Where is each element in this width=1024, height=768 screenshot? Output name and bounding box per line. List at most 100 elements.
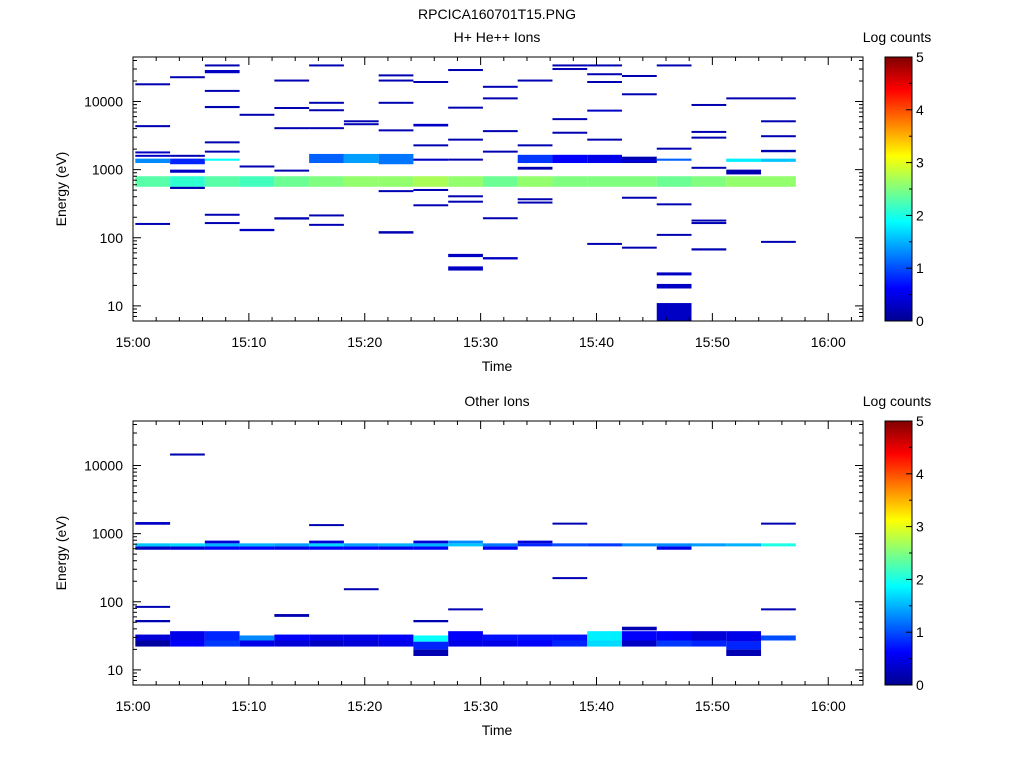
heatmap-cell bbox=[135, 634, 171, 641]
heatmap-cell bbox=[621, 176, 657, 187]
heatmap-cell bbox=[691, 222, 727, 225]
heatmap-cell bbox=[378, 176, 414, 187]
heatmap-cell bbox=[621, 543, 657, 547]
heatmap-cell bbox=[135, 546, 171, 550]
heatmap-cell bbox=[656, 631, 692, 641]
heatmap-cell bbox=[482, 97, 518, 100]
x-tick-label: 15:30 bbox=[463, 334, 498, 350]
heatmap-cell bbox=[239, 113, 275, 116]
colorbar-tick-label: 0 bbox=[916, 313, 924, 329]
heatmap-cell bbox=[587, 73, 622, 76]
heatmap-cell bbox=[413, 546, 449, 550]
heatmap-cell bbox=[726, 176, 762, 187]
heatmap-cell bbox=[482, 634, 518, 641]
heatmap-cell bbox=[204, 213, 240, 216]
colorbar-tick-label: 3 bbox=[916, 519, 924, 535]
heatmap-cell bbox=[135, 522, 171, 525]
heatmap-cell bbox=[309, 109, 344, 112]
heatmap-cell bbox=[761, 135, 796, 138]
heatmap-cell bbox=[656, 543, 692, 547]
colorbar-tick-label: 2 bbox=[916, 571, 924, 587]
colorbar: 0 1 2 3 4 5 bbox=[884, 413, 924, 693]
heatmap-cell bbox=[517, 166, 553, 170]
heatmap-cell bbox=[309, 176, 344, 187]
heatmap-cell bbox=[309, 223, 344, 226]
heatmap-cell bbox=[552, 64, 588, 67]
heatmap-cell bbox=[204, 69, 240, 74]
x-tick-label: 15:50 bbox=[695, 334, 730, 350]
heatmap-cell bbox=[517, 540, 553, 544]
heatmap-cell bbox=[448, 176, 483, 187]
heatmap-cell bbox=[552, 522, 588, 525]
heatmap-cell bbox=[204, 158, 240, 161]
heatmap-cell bbox=[170, 169, 205, 173]
heatmap-cell bbox=[517, 198, 553, 201]
heatmap-cell bbox=[378, 101, 414, 104]
heatmap-cell bbox=[378, 634, 414, 641]
heatmap-cell bbox=[135, 605, 171, 608]
colorbar-label: Log counts bbox=[863, 393, 932, 409]
heatmap-cell bbox=[482, 546, 518, 550]
heatmap-cell bbox=[204, 150, 240, 153]
axes: 15:00 15:10 15:20 15:30 15:40 15:50 16:00 10 100… bbox=[84, 420, 864, 714]
heatmap-cell bbox=[343, 153, 379, 164]
heatmap-cell bbox=[413, 635, 449, 642]
heatmap-cell bbox=[552, 543, 588, 547]
heatmap-cell bbox=[274, 614, 310, 617]
x-tick-label: 15:50 bbox=[695, 698, 730, 714]
heatmap-cell bbox=[726, 543, 762, 547]
heatmap-cell bbox=[761, 120, 796, 123]
heatmap-cell bbox=[691, 631, 727, 641]
colorbar-tick-label: 5 bbox=[916, 49, 924, 65]
heatmap-cell bbox=[621, 196, 657, 199]
heatmap-cell bbox=[274, 169, 310, 172]
heatmap-cell bbox=[170, 631, 205, 641]
heatmap-cell bbox=[761, 149, 796, 153]
colorbar-tick-label: 0 bbox=[916, 677, 924, 693]
colorbar-tick-label: 5 bbox=[916, 413, 924, 429]
heatmap-cell bbox=[170, 186, 205, 189]
heatmap-cell bbox=[761, 543, 796, 547]
heatmap-cell bbox=[587, 64, 622, 67]
heatmap-cell bbox=[726, 631, 762, 642]
heatmap-cells bbox=[135, 453, 796, 656]
heatmap-cell bbox=[204, 105, 240, 109]
heatmap-cell bbox=[726, 97, 762, 100]
heatmap-cell bbox=[482, 640, 518, 647]
heatmap-cell bbox=[552, 577, 588, 580]
heatmap-cell bbox=[170, 176, 205, 187]
heatmap-cell bbox=[726, 641, 762, 650]
panel-other-ions: Other Ions Log counts Time Energy (eV) 1… bbox=[53, 393, 931, 738]
heatmap-cell bbox=[587, 80, 622, 83]
heatmap-cell bbox=[448, 200, 483, 203]
heatmap-cell bbox=[239, 546, 275, 550]
heatmap-cell bbox=[204, 141, 240, 144]
heatmap-cell bbox=[482, 543, 518, 547]
heatmap-cell bbox=[587, 631, 622, 641]
heatmap-cell bbox=[621, 159, 657, 162]
heatmap-cell bbox=[343, 546, 379, 550]
heatmap-cell bbox=[309, 101, 344, 104]
heatmap-cell bbox=[378, 640, 414, 647]
heatmap-cell bbox=[448, 106, 483, 109]
heatmap-cell bbox=[656, 158, 692, 161]
heatmap-cell bbox=[204, 546, 240, 550]
heatmap-cell bbox=[726, 169, 762, 175]
heatmap-cell bbox=[413, 123, 449, 127]
heatmap-cell bbox=[413, 649, 449, 656]
heatmap-cell bbox=[170, 154, 205, 157]
y-tick-label: 10 bbox=[107, 298, 123, 314]
x-tick-label: 16:00 bbox=[811, 334, 846, 350]
heatmap-cell bbox=[552, 640, 588, 647]
heatmap-cell bbox=[204, 176, 240, 187]
heatmap-cell bbox=[343, 634, 379, 641]
heatmap-cell bbox=[621, 246, 657, 249]
heatmap-cell bbox=[204, 89, 240, 92]
heatmap-cell bbox=[135, 83, 171, 86]
heatmap-cell bbox=[517, 154, 553, 164]
heatmap-cell bbox=[448, 608, 483, 611]
x-tick-label: 15:20 bbox=[347, 334, 382, 350]
heatmap-cell bbox=[135, 543, 171, 547]
heatmap-cell bbox=[517, 634, 553, 641]
